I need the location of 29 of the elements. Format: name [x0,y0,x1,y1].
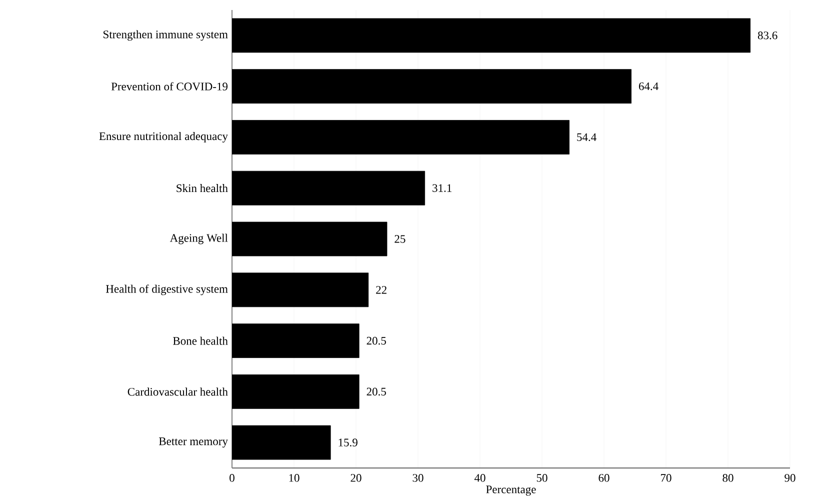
y-tick-label: Strengthen immune system [104,30,228,41]
x-tick-label: 80 [722,474,734,482]
x-tick-label: 40 [474,474,486,482]
x-tick-label: 60 [598,474,610,482]
data-label: 20.5 [366,337,386,345]
y-tick-label: Health of digestive system [106,284,228,296]
x-tick-label: 90 [784,474,796,482]
data-label: 22 [376,286,386,294]
data-label: 83.6 [758,32,778,40]
x-tick-label: 70 [661,474,672,482]
y-tick-label: Better memory [159,438,228,448]
x-tick-label: 10 [289,474,300,482]
y-tick-label: Ageing Well [170,234,228,244]
x-tick-label: 0 [230,474,234,482]
x-tick-label: 30 [412,474,424,482]
x-tick-label: 20 [350,474,362,482]
x-axis-title: Percentage [486,486,536,496]
data-label: 15.9 [338,438,358,447]
y-tick-label: Prevention of COVID-19 [111,82,228,91]
data-label: 20.5 [366,388,386,396]
y-tick-label: Skin health [176,184,228,192]
y-tick-label: Ensure nutritional adequacy [99,132,228,143]
y-tick-label: Bone health [173,336,228,346]
data-label: 64.4 [638,82,658,90]
data-label: 25 [394,235,406,244]
data-label: 31.1 [432,184,452,192]
y-tick-label: Cardiovascular health [128,388,228,396]
data-label: 54.4 [577,134,596,142]
x-tick-label: 50 [536,474,548,482]
